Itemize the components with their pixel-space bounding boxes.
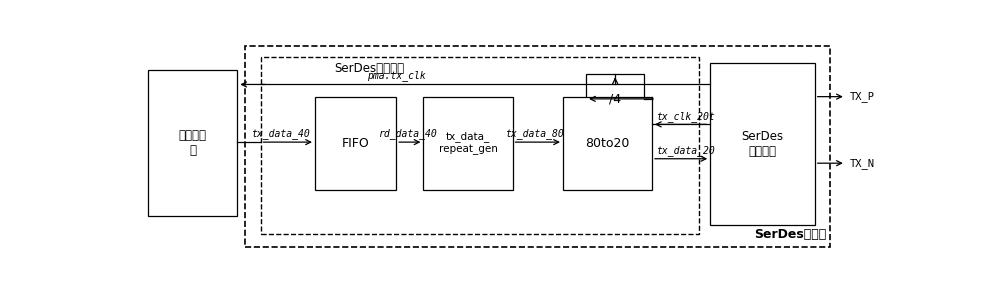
Bar <box>423 97 512 190</box>
Text: SerDes发送器: SerDes发送器 <box>754 228 826 241</box>
Text: 协议控制
器: 协议控制 器 <box>179 129 207 157</box>
Text: TX_P: TX_P <box>850 91 875 102</box>
Text: tx_data_
repeat_gen: tx_data_ repeat_gen <box>438 132 497 155</box>
Bar <box>563 97 652 190</box>
Bar <box>261 57 698 234</box>
Text: /4: /4 <box>609 92 621 105</box>
Text: SerDes
模拟电路: SerDes 模拟电路 <box>741 130 784 158</box>
Text: pma.tx_clk: pma.tx_clk <box>367 70 426 81</box>
Text: 80to20: 80to20 <box>585 137 630 150</box>
Bar <box>245 46 830 247</box>
Bar <box>148 70 237 216</box>
Text: tx_data_20: tx_data_20 <box>656 145 715 156</box>
Text: tx_data_80: tx_data_80 <box>505 128 564 139</box>
Bar <box>586 75 644 123</box>
Text: rd_data_40: rd_data_40 <box>378 128 437 139</box>
Bar <box>710 63 815 225</box>
Text: tx_data_40: tx_data_40 <box>251 128 309 139</box>
Text: SerDes数字电路: SerDes数字电路 <box>334 62 404 75</box>
Text: TX_N: TX_N <box>850 158 875 169</box>
Text: FIFO: FIFO <box>342 137 369 150</box>
Bar <box>315 97 396 190</box>
Text: tx_clk_20t: tx_clk_20t <box>656 111 715 122</box>
